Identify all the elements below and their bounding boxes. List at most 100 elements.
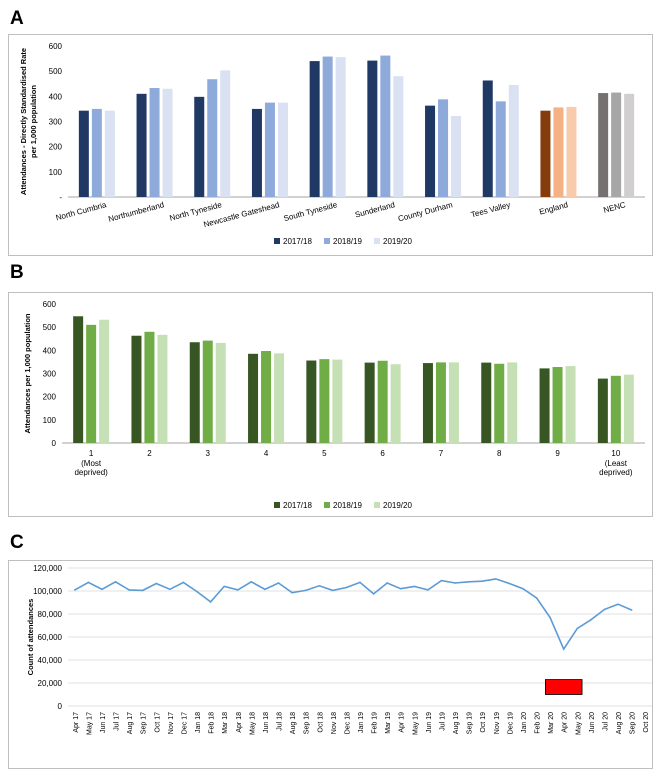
x-tick-label: Mar 19 — [385, 712, 392, 734]
data-point-sep-18 — [304, 589, 307, 592]
x-tick-label: Nov 18 — [331, 712, 338, 734]
x-tick-label: Oct 20 — [643, 712, 650, 733]
data-point-mar-20 — [549, 616, 551, 619]
legend-swatch — [274, 238, 280, 244]
bar-6-2017-18 — [364, 362, 375, 443]
bar-1-2019-20 — [99, 319, 110, 443]
y-tick-label: 400 — [43, 346, 57, 355]
data-point-nov-17 — [169, 588, 171, 591]
bar-7-2019-20 — [448, 362, 459, 443]
data-point-sep-17 — [141, 589, 144, 592]
data-point-aug-20 — [617, 603, 619, 606]
x-tick-sublabel: deprived) — [599, 468, 633, 477]
y-tick-label: 0 — [52, 439, 57, 448]
bar-county-durham-2017-18 — [425, 105, 436, 197]
legend-swatch — [274, 502, 280, 508]
covid-highlight-box — [544, 679, 583, 695]
bar-north-tyneside-2017-18 — [194, 96, 205, 197]
x-tick-label: Oct 18 — [317, 712, 324, 733]
x-tick-label: 2 — [147, 449, 152, 458]
data-point-jan-18 — [196, 590, 198, 593]
x-tick-label: Oct 17 — [154, 712, 161, 733]
data-point-nov-18 — [332, 589, 334, 592]
x-tick-label: Dec 18 — [344, 712, 351, 734]
data-point-jan-19 — [359, 581, 361, 584]
bar-north-tyneside-2019-20 — [220, 70, 231, 197]
bar-northumberland-2019-20 — [162, 88, 173, 197]
data-point-feb-19 — [372, 593, 375, 595]
bar-2-2018-19 — [144, 331, 155, 443]
bar-7-2017-18 — [422, 363, 433, 443]
x-tick-label: Jul 20 — [602, 712, 609, 731]
y-tick-label: 300 — [43, 370, 57, 379]
y-tick-label: 100 — [49, 168, 63, 177]
data-point-dec-17 — [182, 581, 185, 584]
bar-nenc-2019-20 — [624, 93, 635, 197]
panel-c-letter: C — [10, 532, 24, 553]
bar-4-2018-19 — [261, 351, 272, 443]
panel-a-letter: A — [10, 8, 24, 29]
x-tick-label: Jan 18 — [195, 712, 202, 733]
bar-5-2017-18 — [306, 360, 317, 443]
x-tick-label: Sunderland — [354, 200, 396, 219]
legend-label: 2017/18 — [283, 501, 312, 510]
x-tick-label: Feb 19 — [372, 712, 379, 734]
bar-3-2018-19 — [202, 340, 213, 443]
x-tick-label: 7 — [439, 449, 444, 458]
x-tick-label: Jul 18 — [277, 712, 284, 731]
x-tick-label: Nov 19 — [494, 712, 501, 734]
y-tick-label: 600 — [49, 42, 63, 51]
data-point-jun-17 — [101, 588, 103, 591]
data-point-jun-18 — [264, 588, 266, 591]
y-tick-label: 0 — [58, 702, 63, 711]
data-point-mar-18 — [223, 585, 225, 588]
legend-swatch — [324, 238, 330, 244]
x-tick-label: Apr 17 — [73, 712, 80, 733]
x-tick-label: Aug 18 — [290, 712, 297, 734]
legend-swatch — [374, 238, 380, 244]
legend-label: 2019/20 — [383, 501, 412, 510]
x-tick-label: 3 — [206, 449, 211, 458]
y-tick-label: - — [59, 193, 62, 202]
y-tick-label: 100 — [43, 416, 57, 425]
bar-england-2019-20 — [566, 106, 577, 197]
x-tick-label: Sep 20 — [630, 712, 637, 734]
y-tick-label: 600 — [43, 300, 57, 309]
panel-b-letter: B — [10, 262, 24, 283]
bar-9-2019-20 — [565, 366, 576, 443]
bar-1-2017-18 — [73, 316, 84, 443]
bar-6-2019-20 — [390, 364, 401, 443]
x-tick-label: Jun 20 — [589, 712, 596, 733]
data-point-jul-18 — [277, 582, 280, 584]
bar-county-durham-2019-20 — [451, 115, 462, 197]
bar-8-2017-18 — [481, 362, 492, 443]
data-point-may-17 — [87, 581, 90, 584]
data-point-dec-19 — [508, 582, 511, 585]
x-tick-label: Nov 17 — [168, 712, 175, 734]
bar-3-2017-18 — [189, 342, 200, 443]
y-tick-label: 80,000 — [38, 610, 63, 619]
bar-7-2018-19 — [435, 362, 446, 443]
x-tick-label: North Cumbria — [55, 200, 108, 222]
bar-5-2018-19 — [319, 359, 330, 443]
x-tick-label: South Tyneside — [283, 200, 339, 223]
bar-tees-valley-2019-20 — [508, 85, 519, 197]
bar-2-2017-18 — [131, 335, 142, 443]
data-point-apr-18 — [236, 589, 239, 591]
x-tick-label: Jul 17 — [114, 712, 121, 731]
x-tick-label: 6 — [380, 449, 385, 458]
data-point-may-20 — [576, 627, 579, 630]
x-tick-label: Mar 20 — [548, 712, 555, 734]
data-point-may-19 — [413, 585, 416, 588]
x-tick-label: May 18 — [249, 712, 256, 735]
x-tick-label: Aug 19 — [453, 712, 460, 734]
data-point-aug-19 — [454, 582, 456, 584]
x-tick-label: Tees Valley — [470, 200, 511, 219]
x-tick-label: Jan 20 — [521, 712, 528, 733]
y-tick-label: 20,000 — [38, 679, 63, 688]
data-point-mar-19 — [386, 582, 388, 584]
data-point-sep-19 — [467, 581, 470, 583]
bar-england-2017-18 — [540, 110, 551, 197]
bar-9-2017-18 — [539, 368, 550, 443]
y-tick-label: 300 — [49, 118, 63, 127]
